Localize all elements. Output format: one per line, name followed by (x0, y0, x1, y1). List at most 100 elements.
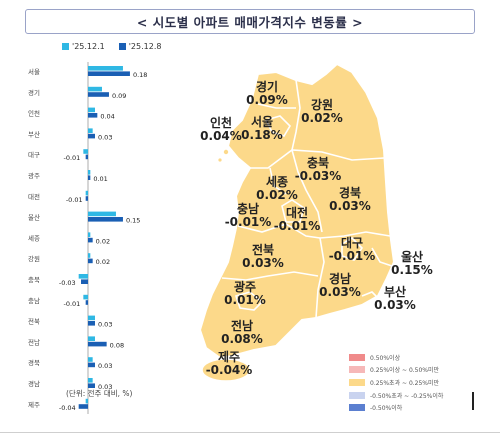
map-legend-label: -0.50%초과 ~ -0.25%이하 (370, 392, 444, 400)
mainland-shape (198, 62, 396, 360)
bar-series-1 (88, 66, 123, 71)
region-name: 인천 (210, 115, 232, 130)
value-label: -0.01 (64, 300, 81, 308)
category-label: 경북 (28, 358, 40, 367)
value-label: 0.02 (96, 237, 110, 245)
map-legend-item: -0.50%이하 (349, 401, 443, 414)
bar-series-1 (88, 86, 102, 92)
korea-map: 경기0.09%서울0.18%인천0.04%강원0.02%충북-0.03%세종0.… (198, 62, 433, 382)
bar-series-2 (88, 217, 123, 222)
value-label: 0.02 (96, 258, 110, 266)
category-label: 광주 (28, 172, 40, 180)
value-label: 0.15 (126, 217, 140, 225)
region-name: 충북 (307, 155, 329, 170)
region-value: 0.18% (241, 128, 283, 142)
map-legend-swatch (349, 391, 365, 399)
map-legend-label: 0.25%이상 ~ 0.50%미만 (370, 367, 440, 375)
region-name: 충남 (237, 201, 259, 216)
map-legend-item: 0.25%초과 ~ 0.25%미만 (349, 376, 443, 389)
legend-label-series-2: '25.12.8 (128, 42, 162, 51)
bar-series-2 (88, 362, 95, 368)
value-label: 0.04 (100, 113, 114, 121)
category-label: 인천 (28, 109, 40, 118)
bar-series-2 (85, 196, 88, 201)
bar-series-1 (83, 149, 88, 154)
bar-series-1 (88, 107, 95, 113)
category-label: 대전 (28, 192, 40, 201)
category-label: 전남 (28, 337, 40, 346)
jeju-shape (201, 358, 251, 382)
value-label: -0.04 (59, 404, 76, 412)
bar-series-1 (78, 274, 88, 279)
region-value: 0.01% (224, 293, 266, 307)
bar-series-2 (88, 175, 91, 180)
bar-series-1 (88, 211, 116, 217)
region-name: 세종 (266, 174, 288, 189)
bottom-divider (0, 432, 500, 433)
island-shape (218, 158, 222, 162)
region-value: -0.01% (225, 215, 272, 229)
category-label: 전북 (28, 317, 40, 326)
chart-title-box: < 시도별 아파트 매매가격지수 변동률 > (25, 9, 475, 34)
legend-item-series-2: '25.12.8 (118, 42, 162, 51)
legend-swatch-series-1 (62, 43, 69, 50)
bar-series-2 (81, 279, 88, 284)
region-name: 경남 (329, 271, 351, 286)
region-value: -0.01% (329, 249, 376, 263)
region-name: 대구 (341, 236, 363, 250)
value-label: 0.01 (93, 175, 107, 183)
region-name: 강원 (311, 98, 333, 112)
bar-series-1 (83, 294, 88, 300)
chart-title: < 시도별 아파트 매매가격지수 변동률 > (136, 15, 364, 30)
value-label: 0.03 (98, 362, 112, 370)
value-label: -0.01 (66, 196, 83, 204)
region-value: -0.01% (274, 219, 321, 233)
bar-series-1 (88, 315, 95, 321)
map-legend-label: 0.25%초과 ~ 0.25%미만 (370, 379, 440, 387)
page-mark (472, 392, 474, 410)
bar-series-2 (88, 71, 130, 76)
bar-series-1 (88, 378, 93, 383)
bar-series-2 (88, 341, 107, 347)
map-legend-swatch (349, 404, 365, 412)
category-label: 강원 (28, 254, 40, 263)
category-label: 세종 (28, 233, 40, 242)
unit-note: (단위: 전주 대비, %) (66, 389, 133, 398)
region-name: 경기 (256, 79, 278, 94)
value-label: -0.03 (59, 279, 76, 287)
province-borders (221, 79, 393, 319)
bar-series-1 (88, 336, 95, 341)
region-value: 0.02% (301, 111, 343, 125)
bar-series-1 (85, 190, 88, 196)
category-label: 경기 (28, 88, 40, 97)
category-label: 충북 (28, 275, 40, 284)
value-label: 0.03 (98, 133, 112, 141)
bar-series-2 (88, 92, 109, 97)
bar-series-1 (88, 128, 93, 133)
value-label: -0.01 (64, 154, 81, 162)
region-name: 경북 (339, 186, 361, 200)
bar-series-2 (85, 300, 88, 305)
map-legend-swatch (349, 353, 365, 361)
region-name: 울산 (401, 249, 423, 264)
map-legend-swatch (349, 378, 365, 386)
bar-series-1 (88, 357, 93, 362)
bar-series-2 (88, 237, 93, 243)
legend-swatch-series-2 (118, 43, 126, 50)
region-value: 0.04% (200, 129, 242, 143)
region-value: -0.04% (206, 363, 253, 377)
category-label: 서울 (28, 67, 40, 76)
value-label: 0.03 (98, 321, 112, 329)
bar-series-1 (85, 398, 88, 404)
bar-series-2 (88, 321, 95, 326)
map-legend-label: -0.50%이하 (370, 405, 403, 413)
bar-series-2 (78, 404, 88, 409)
region-value: 0.03% (319, 285, 361, 299)
region-value: 0.09% (246, 93, 288, 107)
series-legend: '25.12.1 '25.12.8 (62, 42, 161, 51)
map-labels: 경기0.09%서울0.18%인천0.04%강원0.02%충북-0.03%세종0.… (200, 79, 433, 377)
category-label: 대구 (28, 151, 40, 159)
bar-series-2 (85, 154, 88, 160)
map-legend-swatch (349, 366, 365, 374)
category-label: 울산 (28, 213, 40, 222)
